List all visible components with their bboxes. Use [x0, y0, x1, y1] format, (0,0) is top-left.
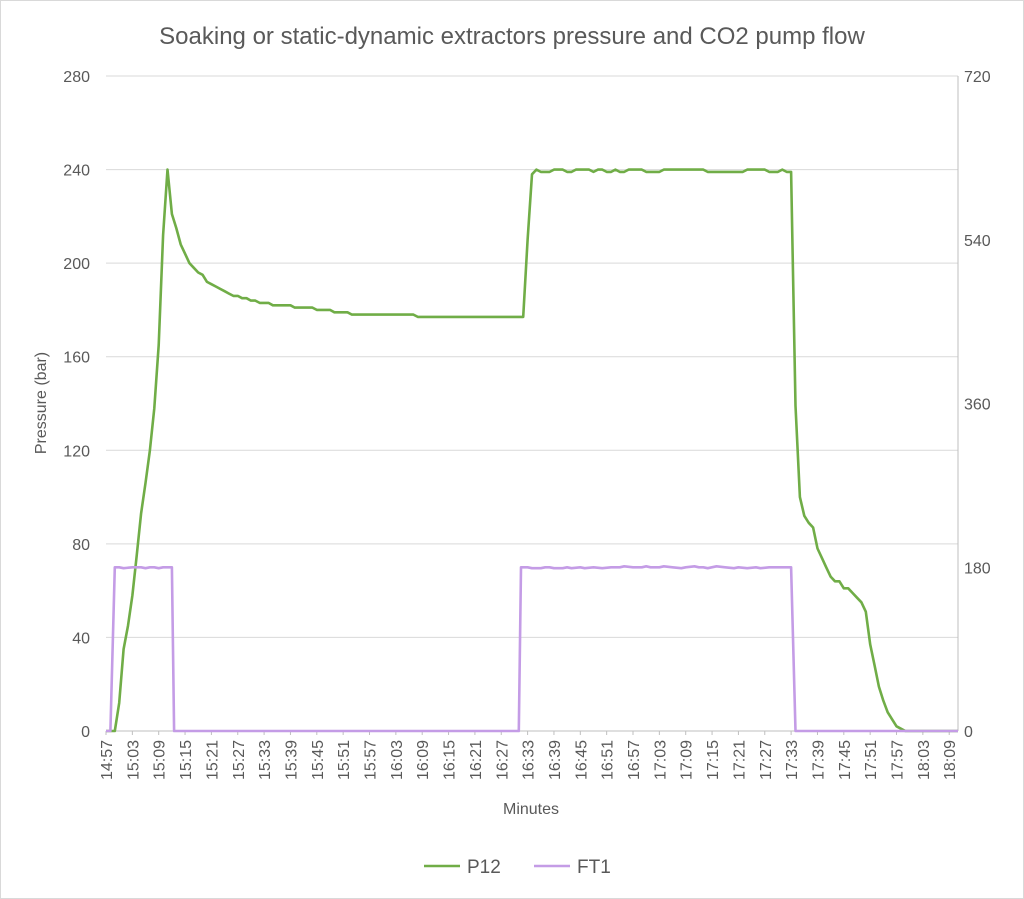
right-y-tick-label: 180: [964, 560, 991, 577]
x-tick-label: 16:15: [442, 740, 459, 780]
x-tick-label: 15:45: [310, 740, 327, 780]
x-tick-label: 16:09: [415, 740, 432, 780]
left-y-tick-label: 0: [81, 724, 90, 741]
x-tick-label: 17:15: [705, 740, 722, 780]
x-tick-label: 15:15: [178, 740, 195, 780]
x-tick-label: 16:45: [573, 740, 590, 780]
legend-label-p12: P12: [467, 857, 501, 878]
x-tick-label: 17:57: [890, 740, 907, 780]
x-tick-label: 17:27: [758, 740, 775, 780]
x-tick-label: 15:51: [336, 740, 353, 780]
left-y-tick-label: 160: [63, 350, 90, 367]
x-tick-label: 15:27: [231, 740, 248, 780]
x-axis: 14:57 15:03 15:09 15:15 15:21 15:27 15:33 15:39…: [99, 730, 959, 780]
gridlines: [106, 75, 958, 638]
x-axis-title: Minutes: [503, 801, 559, 818]
x-tick-label: 16:57: [626, 740, 643, 780]
x-tick-label: 15:33: [257, 740, 274, 780]
x-tick-label: 17:39: [810, 740, 827, 780]
x-tick-label: 15:03: [125, 740, 142, 780]
x-tick-label: 17:33: [784, 740, 801, 780]
x-tick-label: 16:27: [494, 740, 511, 780]
x-tick-label: 16:39: [547, 740, 564, 780]
chart-title: Soaking or static-dynamic extractors pre…: [159, 23, 865, 50]
right-y-tick-label: 0: [964, 724, 973, 741]
right-y-tick-label: 360: [964, 397, 991, 414]
x-tick-label: 17:03: [652, 740, 669, 780]
x-tick-label: 15:39: [283, 740, 300, 780]
left-y-tick-label: 280: [63, 69, 90, 86]
legend-label-ft1: FT1: [577, 857, 611, 878]
left-y-tick-label: 240: [63, 163, 90, 180]
right-y-tick-label: 540: [964, 233, 991, 250]
x-tick-label: 15:09: [152, 740, 169, 780]
x-tick-label: 16:33: [521, 740, 538, 780]
legend: P12 FT1: [424, 857, 611, 878]
y-axis-title: Pressure (bar): [33, 352, 50, 454]
x-tick-label: 17:21: [731, 740, 748, 780]
x-tick-label: 16:21: [468, 740, 485, 780]
left-y-tick-label: 120: [63, 443, 90, 460]
series-line-ft1: [106, 565, 958, 733]
x-tick-label: 16:51: [600, 740, 617, 780]
right-y-tick-label: 720: [964, 69, 991, 86]
left-y-axis: 0 40 80 120 160 200 240 280: [63, 69, 90, 741]
x-tick-label: 16:03: [389, 740, 406, 780]
right-y-axis: 0 180 360 540 720: [957, 69, 991, 741]
left-y-tick-label: 200: [63, 256, 90, 273]
x-tick-label: 17:51: [863, 740, 880, 780]
series-layer: [106, 168, 958, 733]
x-tick-label: 17:45: [837, 740, 854, 780]
x-tick-label: 15:57: [363, 740, 380, 780]
x-tick-label: 14:57: [99, 740, 116, 780]
left-y-tick-label: 80: [72, 537, 90, 554]
x-tick-label: 18:09: [942, 740, 959, 780]
left-y-tick-label: 40: [72, 630, 90, 647]
series-line-p12: [106, 168, 958, 733]
x-tick-label: 15:21: [204, 740, 221, 780]
x-tick-label: 17:09: [679, 740, 696, 780]
x-tick-label: 18:03: [916, 740, 933, 780]
